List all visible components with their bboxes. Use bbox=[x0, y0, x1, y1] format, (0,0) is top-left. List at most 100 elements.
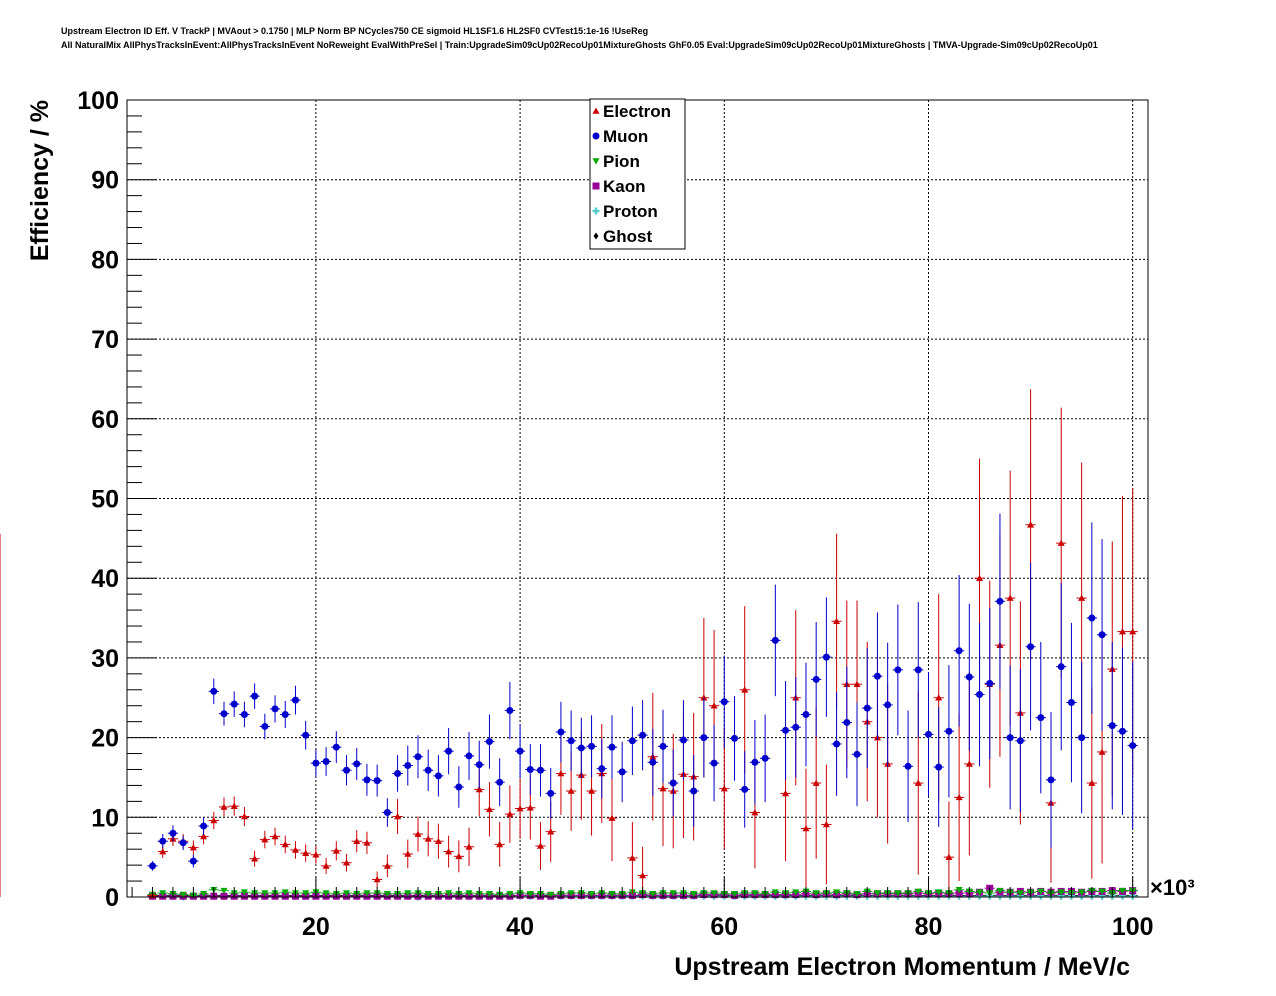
data-point bbox=[935, 694, 943, 701]
data-point bbox=[506, 810, 514, 817]
data-point bbox=[1057, 539, 1065, 546]
data-point bbox=[730, 891, 738, 898]
data-point bbox=[251, 855, 259, 862]
legend-label-pion: Pion bbox=[603, 152, 640, 171]
data-point bbox=[394, 769, 402, 777]
data-point bbox=[873, 890, 881, 897]
data-point bbox=[935, 763, 943, 771]
data-point bbox=[353, 837, 361, 845]
data-point bbox=[588, 742, 596, 750]
x-axis-label: Upstream Electron Momentum / MeV/c bbox=[674, 953, 1130, 981]
legend-label-electron: Electron bbox=[603, 102, 671, 121]
data-point bbox=[557, 728, 565, 736]
data-point bbox=[240, 813, 248, 820]
data-point bbox=[1078, 892, 1086, 900]
data-point bbox=[526, 765, 534, 773]
data-point bbox=[1118, 628, 1126, 635]
legend: Electron Muon Pion Kaon Proton Ghost bbox=[589, 98, 686, 250]
data-point bbox=[1098, 892, 1106, 900]
legend-marker-ghost bbox=[593, 232, 599, 240]
data-point bbox=[628, 737, 636, 745]
data-point bbox=[761, 754, 769, 762]
marker-bar bbox=[1039, 892, 1043, 900]
x-axis-multiplier: ×10³ bbox=[1150, 875, 1195, 900]
data-point bbox=[996, 892, 1004, 900]
data-point bbox=[1057, 663, 1065, 671]
data-point bbox=[547, 828, 555, 835]
marker-bar bbox=[1121, 892, 1124, 900]
data-point bbox=[383, 891, 391, 898]
data-point bbox=[363, 890, 371, 897]
data-point bbox=[812, 890, 820, 897]
data-point bbox=[322, 862, 330, 869]
data-point bbox=[1027, 521, 1035, 528]
legend-marker-proton bbox=[592, 207, 600, 215]
data-point bbox=[690, 787, 698, 795]
data-point bbox=[853, 891, 861, 898]
data-point bbox=[822, 653, 830, 661]
data-point bbox=[343, 890, 351, 897]
data-point bbox=[281, 840, 289, 848]
data-point bbox=[771, 889, 779, 896]
data-point bbox=[976, 889, 984, 896]
data-point bbox=[720, 785, 728, 792]
data-point bbox=[149, 862, 157, 870]
data-point bbox=[1006, 734, 1014, 742]
data-point bbox=[976, 574, 984, 581]
data-point bbox=[1129, 628, 1137, 635]
data-point bbox=[588, 891, 596, 898]
data-point bbox=[802, 710, 810, 718]
data-point bbox=[332, 743, 340, 751]
data-point bbox=[169, 829, 177, 837]
data-point bbox=[628, 854, 636, 861]
data-point bbox=[383, 862, 391, 869]
y-tick-label: 10 bbox=[91, 804, 119, 832]
data-point bbox=[904, 762, 912, 770]
y-tick-label: 30 bbox=[91, 645, 119, 673]
data-point bbox=[220, 887, 228, 895]
y-tick-label: 0 bbox=[105, 884, 119, 912]
data-point bbox=[220, 803, 228, 810]
data-point bbox=[1006, 594, 1014, 601]
data-point bbox=[1129, 742, 1137, 750]
data-point bbox=[822, 820, 830, 828]
data-point bbox=[976, 892, 984, 900]
data-point bbox=[945, 727, 953, 735]
data-point bbox=[639, 871, 647, 879]
data-point bbox=[322, 758, 330, 766]
data-point bbox=[894, 666, 902, 674]
data-point bbox=[914, 666, 922, 674]
data-point bbox=[955, 887, 963, 894]
data-point bbox=[312, 759, 320, 767]
data-point bbox=[445, 747, 453, 755]
chart-title-line-1: Upstream Electron ID Eff. V TrackP | MVA… bbox=[61, 26, 649, 36]
data-point bbox=[526, 891, 534, 898]
data-point bbox=[935, 889, 943, 896]
data-point bbox=[281, 892, 289, 900]
x-tick-label: 80 bbox=[915, 913, 943, 941]
data-point bbox=[955, 647, 963, 655]
x-tick-label: 60 bbox=[710, 913, 738, 941]
data-point bbox=[271, 705, 279, 713]
data-point bbox=[261, 836, 269, 843]
data-point bbox=[200, 891, 208, 898]
data-point bbox=[639, 731, 647, 739]
data-point bbox=[986, 679, 994, 687]
data-point bbox=[710, 890, 718, 897]
data-point bbox=[700, 734, 708, 742]
data-point bbox=[577, 744, 585, 752]
data-point bbox=[608, 814, 616, 821]
data-point bbox=[271, 832, 279, 840]
data-point bbox=[812, 675, 820, 683]
data-point bbox=[853, 750, 861, 758]
data-point bbox=[465, 890, 473, 897]
marker-bar bbox=[594, 207, 598, 215]
y-axis-label: Efficiency / % bbox=[26, 100, 54, 261]
data-point bbox=[373, 777, 381, 785]
data-point bbox=[1078, 889, 1086, 896]
data-point bbox=[567, 787, 575, 794]
legend-box bbox=[589, 98, 686, 250]
data-point bbox=[424, 835, 432, 842]
data-point bbox=[649, 758, 657, 766]
